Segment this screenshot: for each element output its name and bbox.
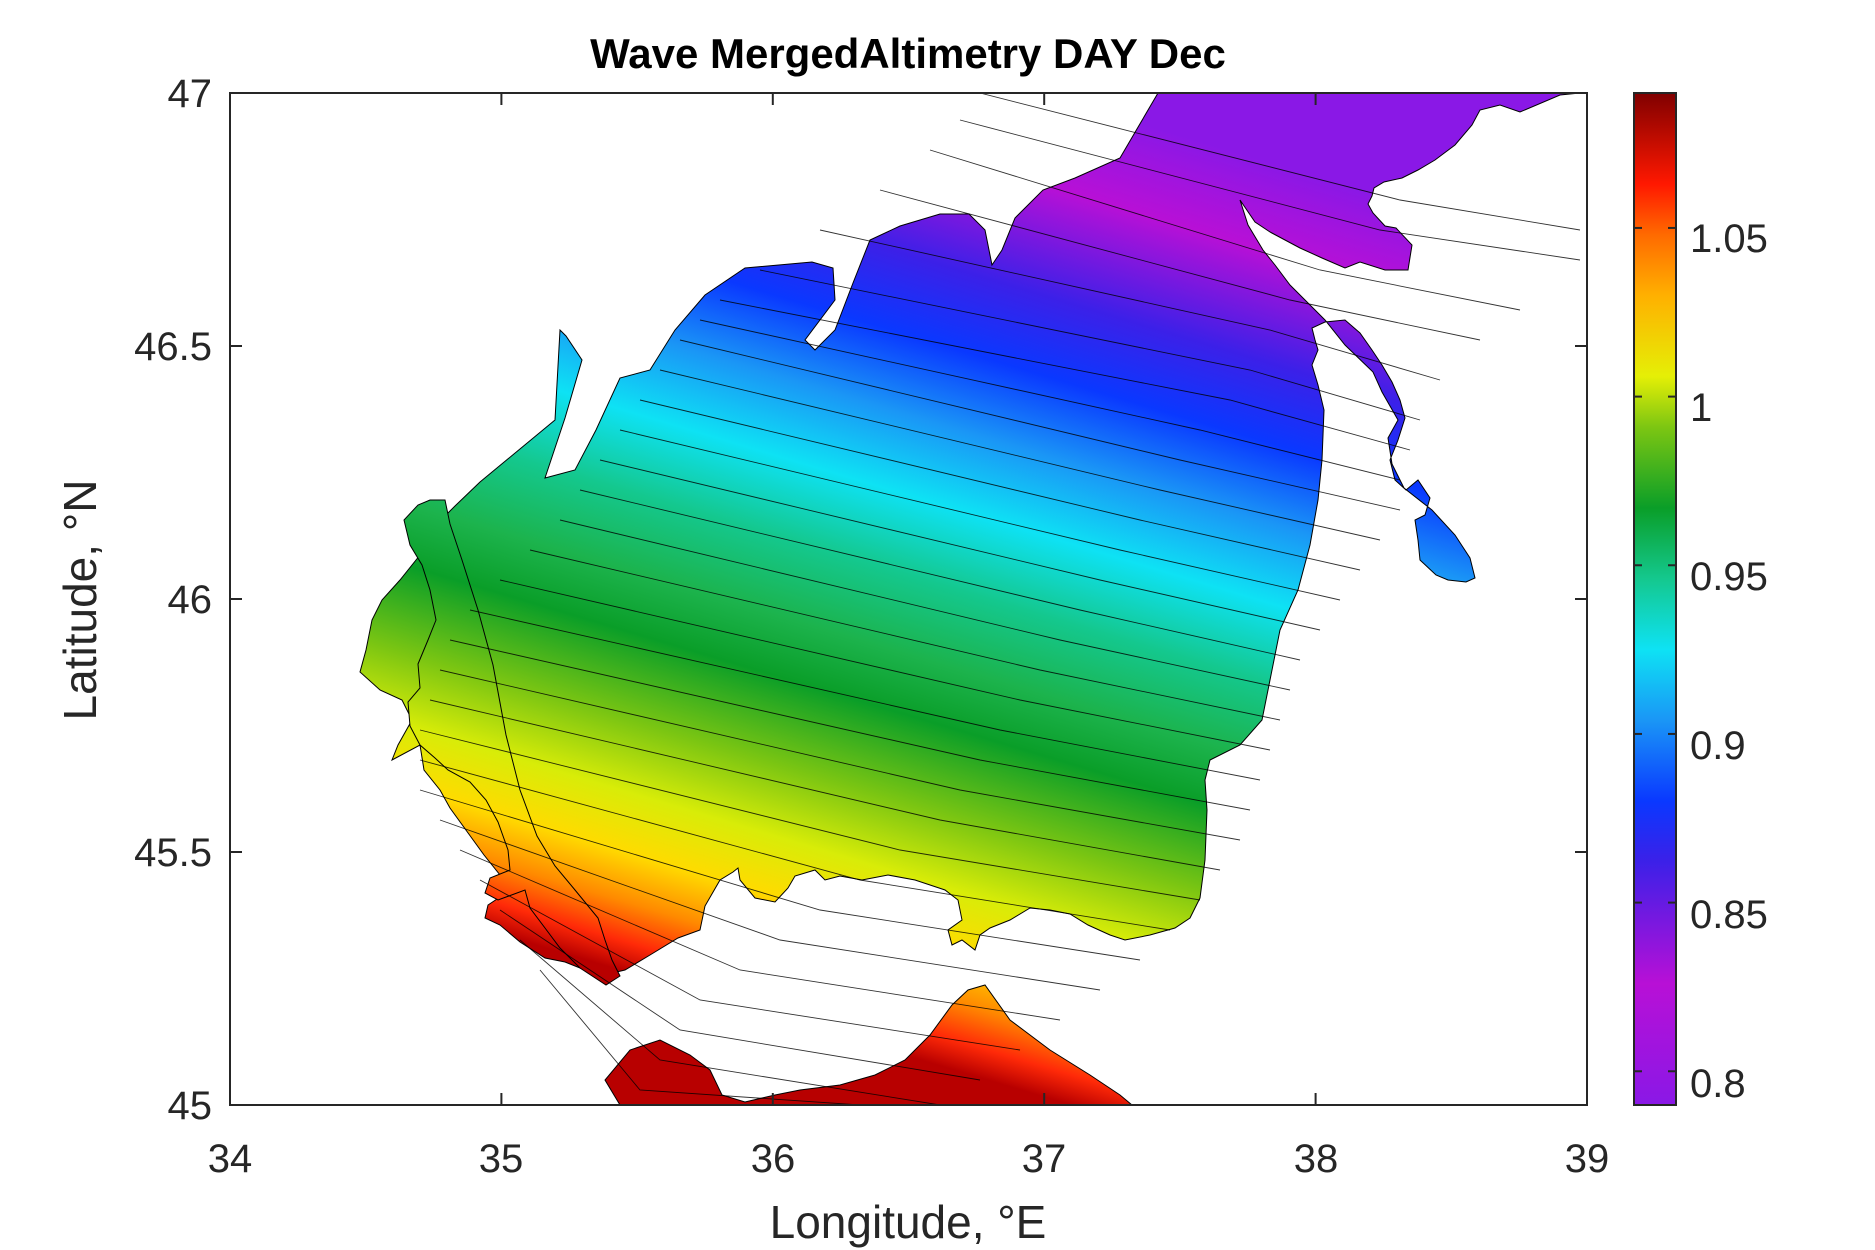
y-tick-label: 45.5 — [134, 831, 212, 875]
x-tick-label: 37 — [1022, 1137, 1067, 1181]
colorbar-tick-label: 0.95 — [1690, 555, 1768, 599]
x-tick-label: 35 — [479, 1137, 524, 1181]
colorbar — [1633, 92, 1677, 1106]
colorbar-tick-label: 0.85 — [1690, 893, 1768, 937]
sea-west-strip — [403, 499, 621, 986]
y-tick-label: 45 — [168, 1084, 213, 1128]
y-tick-label: 46 — [168, 578, 213, 622]
x-tick-label: 39 — [1565, 1137, 1610, 1181]
x-tick-label: 38 — [1294, 1137, 1339, 1181]
colorbar-tick-label: 1.05 — [1690, 217, 1768, 261]
y-tick-labels: 45 45.5 46 46.5 47 — [134, 72, 212, 1128]
axis-ticks — [229, 92, 1588, 1106]
colorbar-tick-label: 0.9 — [1690, 724, 1746, 768]
colorbar-tick-label: 0.8 — [1690, 1062, 1746, 1106]
chart-title: Wave MergedAltimetry DAY Dec — [590, 30, 1226, 77]
colorbar-tick-label: 1 — [1690, 386, 1712, 430]
x-tick-label: 36 — [751, 1137, 796, 1181]
x-tick-labels: 34 35 36 37 38 39 — [208, 1137, 1610, 1181]
isolines — [419, 93, 1581, 1105]
colorbar-ticks — [1634, 226, 1676, 1073]
sea-of-azov-field — [359, 93, 1581, 1105]
x-tick-label: 34 — [208, 1137, 253, 1181]
y-tick-label: 47 — [168, 72, 213, 116]
sea-south-piece — [604, 984, 1133, 1105]
colorbar-tick-labels: 0.8 0.85 0.9 0.95 1 1.05 — [1690, 217, 1768, 1106]
y-axis-label: Latitude, °N — [54, 480, 106, 721]
y-tick-label: 46.5 — [134, 325, 212, 369]
x-axis-label: Longitude, °E — [770, 1196, 1047, 1248]
